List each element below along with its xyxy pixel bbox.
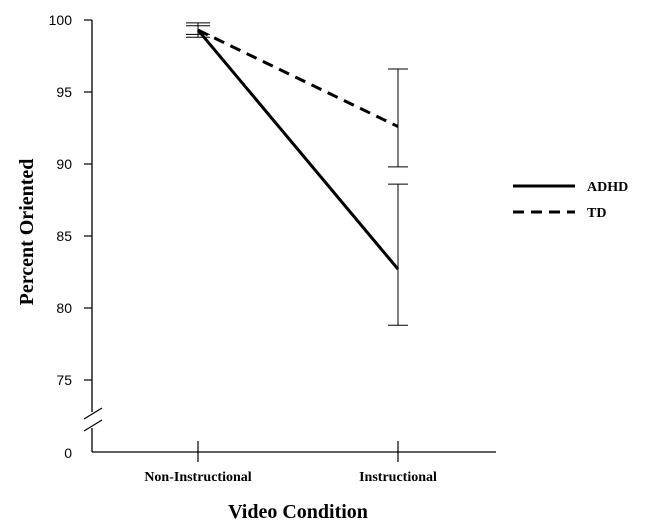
error-bar-td-1 — [388, 68, 408, 168]
y-tick-label: 80 — [56, 300, 72, 316]
x-tick-label: Instructional — [359, 470, 437, 485]
y-ticks: 100 95 90 85 80 75 — [49, 12, 92, 388]
series-line-td — [197, 28, 399, 128]
x-axis-title: Video Condition — [228, 501, 368, 523]
error-bars — [186, 22, 408, 326]
error-bar-td-0 — [186, 22, 210, 38]
series-line-adhd — [196, 29, 400, 271]
y-tick-label: 100 — [49, 12, 73, 28]
y-tick-label: 90 — [56, 156, 72, 172]
x-tick-label: Non-Instructional — [144, 470, 251, 485]
x-ticks: Non-Instructional Instructional — [144, 441, 437, 485]
y-tick-label: 75 — [56, 372, 72, 388]
legend-label-td: TD — [587, 206, 606, 221]
legend: ADHD TD — [513, 180, 628, 221]
axes: 0 — [64, 20, 496, 461]
axis-break-mark — [83, 407, 103, 432]
y-tick-label: 85 — [56, 228, 72, 244]
y-break-tick-label: 0 — [64, 445, 72, 461]
legend-label-adhd: ADHD — [587, 180, 628, 195]
y-tick-label: 95 — [56, 84, 72, 100]
error-bar-adhd-1 — [388, 183, 408, 326]
series-lines — [196, 28, 400, 271]
y-axis-title: Percent Oriented — [16, 159, 38, 306]
